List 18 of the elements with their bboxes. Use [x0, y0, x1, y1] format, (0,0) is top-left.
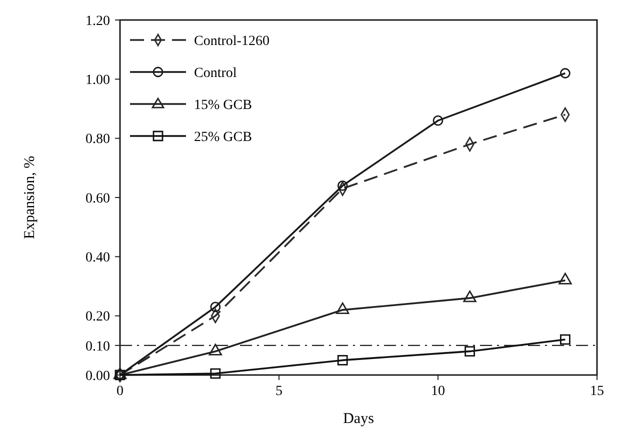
y-tick-label: 0.40: [86, 250, 110, 266]
x-tick-label: 0: [116, 384, 124, 399]
x-axis-title: Days: [343, 411, 374, 427]
legend-label: 25% GCB: [194, 130, 252, 145]
y-tick-label: 0.20: [86, 310, 110, 325]
y-tick-label: 0.80: [86, 132, 110, 148]
legend-label: Control: [194, 66, 237, 81]
y-axis-title: Expansion, %: [22, 156, 38, 240]
x-tick-label: 5: [276, 384, 282, 399]
y-tick-label: 0.60: [86, 191, 110, 206]
legend-label: 15% GCB: [194, 98, 252, 113]
y-tick-label: 1.00: [86, 73, 110, 88]
x-tick-label: 10: [431, 384, 445, 399]
y-tick-label: 0.10: [86, 339, 110, 354]
legend-label: Control-1260: [194, 34, 270, 49]
y-tick-label: 1.20: [86, 14, 110, 29]
x-tick-label: 15: [590, 384, 604, 399]
y-tick-label: 0.00: [86, 368, 110, 384]
